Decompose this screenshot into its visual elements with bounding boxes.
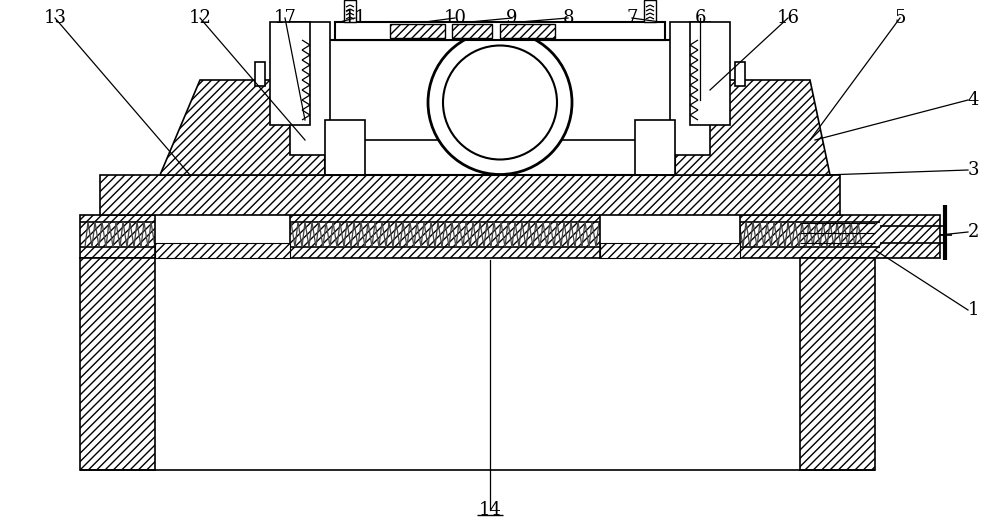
Polygon shape — [610, 80, 830, 175]
Bar — [690, 22, 730, 125]
Circle shape — [428, 31, 572, 174]
Bar — [500, 24, 555, 38]
Text: 10: 10 — [444, 9, 466, 27]
Text: 7: 7 — [626, 9, 638, 27]
Text: 8: 8 — [562, 9, 574, 27]
Bar — [735, 61, 745, 85]
Polygon shape — [100, 175, 840, 215]
Circle shape — [443, 46, 557, 160]
Text: 17: 17 — [274, 9, 296, 27]
Bar — [155, 200, 290, 258]
Text: 2: 2 — [968, 223, 979, 241]
Bar — [325, 40, 675, 175]
Bar — [270, 22, 310, 125]
Polygon shape — [800, 258, 875, 470]
Bar — [644, 0, 656, 22]
Text: 16: 16 — [776, 9, 800, 27]
Bar — [670, 22, 710, 155]
Bar — [290, 22, 330, 155]
Bar — [452, 24, 492, 38]
Bar — [635, 120, 675, 175]
Text: 1: 1 — [968, 301, 980, 319]
Text: 11: 11 — [344, 9, 366, 27]
Text: 5: 5 — [894, 9, 906, 27]
Bar — [600, 200, 740, 258]
Bar — [255, 61, 265, 85]
Bar — [344, 0, 356, 22]
Bar — [325, 120, 365, 175]
Bar — [600, 243, 740, 258]
Bar — [155, 243, 290, 258]
Polygon shape — [160, 80, 385, 175]
Bar — [390, 24, 445, 38]
Text: 9: 9 — [506, 9, 518, 27]
Text: 6: 6 — [694, 9, 706, 27]
Text: 4: 4 — [968, 91, 979, 109]
Bar — [335, 22, 665, 40]
Polygon shape — [80, 215, 940, 258]
Text: 13: 13 — [44, 9, 66, 27]
Text: 3: 3 — [968, 161, 980, 179]
Text: 14: 14 — [479, 501, 501, 519]
Text: 12: 12 — [189, 9, 211, 27]
Polygon shape — [80, 258, 155, 470]
